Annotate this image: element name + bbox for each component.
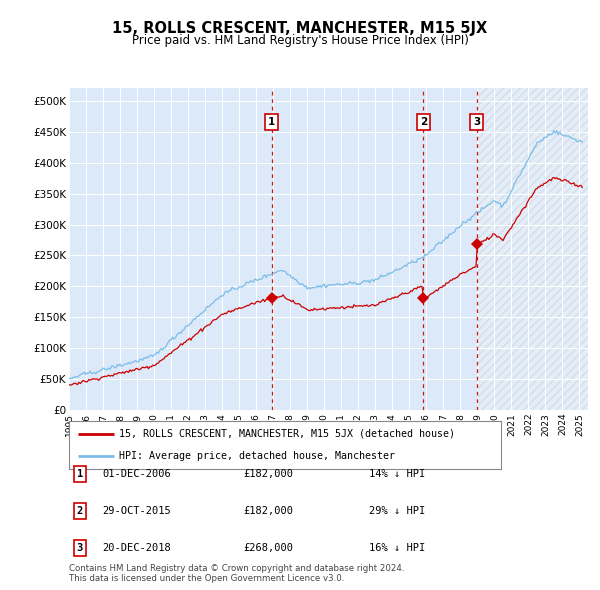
- Text: 1: 1: [268, 117, 275, 127]
- Text: £268,000: £268,000: [243, 543, 293, 553]
- Text: 2: 2: [420, 117, 427, 127]
- Text: 3: 3: [473, 117, 481, 127]
- Text: 1: 1: [77, 469, 83, 478]
- Text: 3: 3: [77, 543, 83, 553]
- Bar: [477, 88, 588, 410]
- Text: 15, ROLLS CRESCENT, MANCHESTER, M15 5JX (detached house): 15, ROLLS CRESCENT, MANCHESTER, M15 5JX …: [119, 429, 455, 439]
- Text: HPI: Average price, detached house, Manchester: HPI: Average price, detached house, Manc…: [119, 451, 395, 461]
- Text: 14% ↓ HPI: 14% ↓ HPI: [369, 469, 425, 478]
- Text: £182,000: £182,000: [243, 469, 293, 478]
- Text: 16% ↓ HPI: 16% ↓ HPI: [369, 543, 425, 553]
- Text: Contains HM Land Registry data © Crown copyright and database right 2024.
This d: Contains HM Land Registry data © Crown c…: [69, 563, 404, 583]
- Text: 20-DEC-2018: 20-DEC-2018: [102, 543, 171, 553]
- Text: 01-DEC-2006: 01-DEC-2006: [102, 469, 171, 478]
- Text: 15, ROLLS CRESCENT, MANCHESTER, M15 5JX: 15, ROLLS CRESCENT, MANCHESTER, M15 5JX: [112, 21, 488, 35]
- Text: 29% ↓ HPI: 29% ↓ HPI: [369, 506, 425, 516]
- Text: Price paid vs. HM Land Registry's House Price Index (HPI): Price paid vs. HM Land Registry's House …: [131, 34, 469, 47]
- Text: 2: 2: [77, 506, 83, 516]
- Bar: [477, 88, 588, 410]
- Text: 29-OCT-2015: 29-OCT-2015: [102, 506, 171, 516]
- Text: £182,000: £182,000: [243, 506, 293, 516]
